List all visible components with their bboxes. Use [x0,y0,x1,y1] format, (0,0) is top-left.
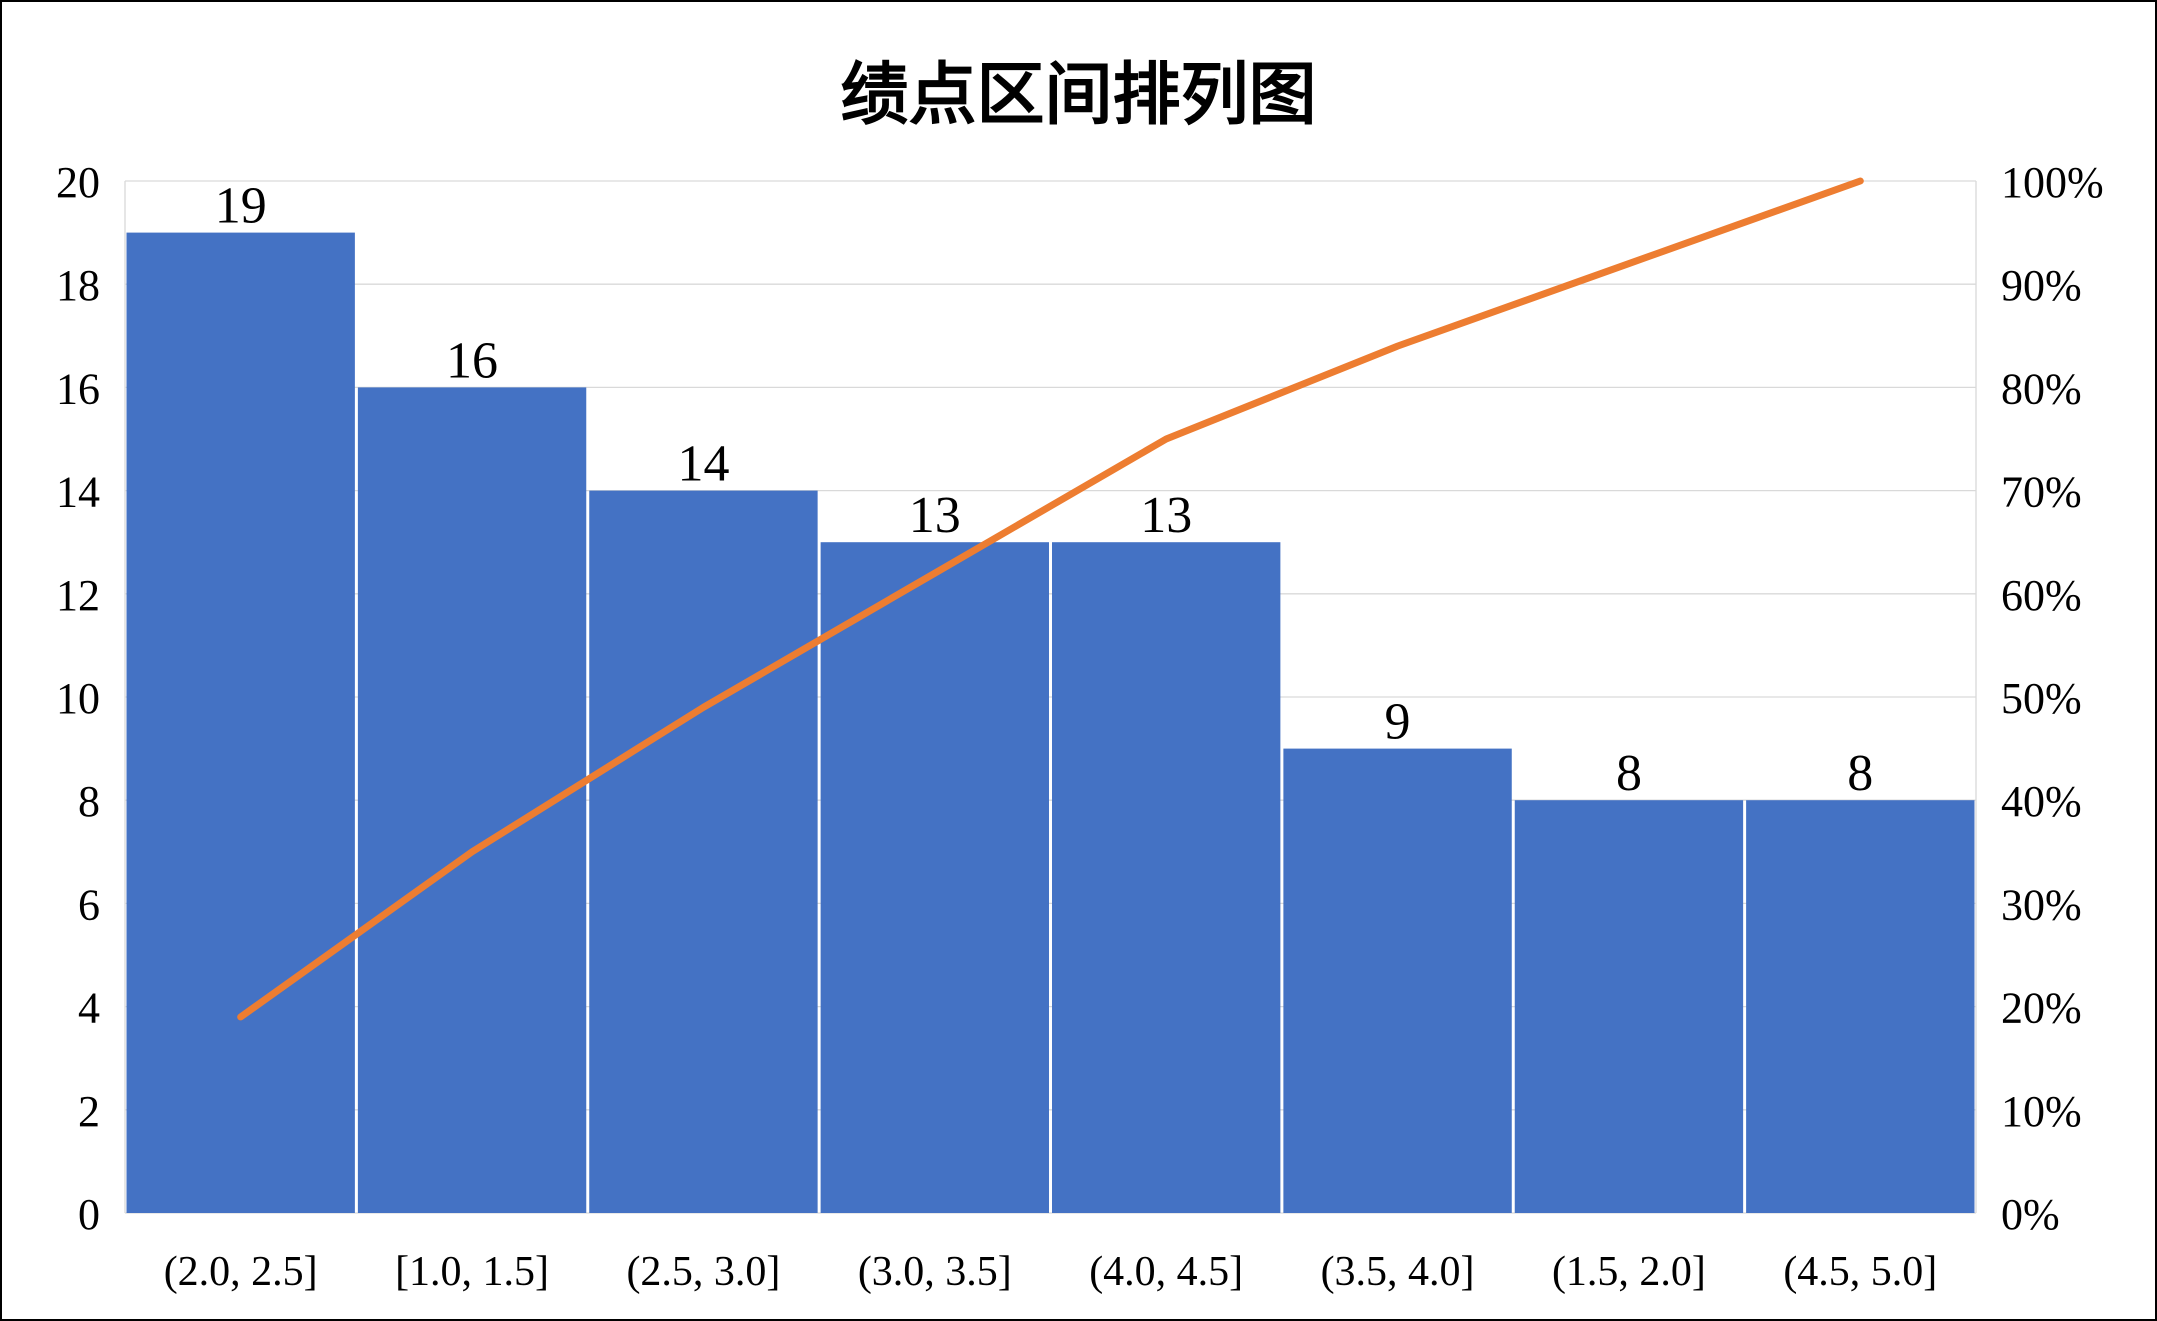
svg-text:60%: 60% [2001,571,2082,620]
svg-text:(2.5, 3.0]: (2.5, 3.0] [626,1249,780,1295]
svg-text:(4.0, 4.5]: (4.0, 4.5] [1089,1249,1243,1295]
svg-text:2: 2 [78,1087,100,1136]
svg-text:13: 13 [909,487,961,544]
svg-text:19: 19 [215,178,267,235]
svg-text:50%: 50% [2001,674,2082,723]
svg-text:10%: 10% [2001,1087,2082,1136]
svg-text:(4.5, 5.0]: (4.5, 5.0] [1783,1249,1937,1295]
svg-text:100%: 100% [2001,158,2104,207]
svg-text:16: 16 [56,364,100,413]
svg-text:80%: 80% [2001,364,2082,413]
svg-text:4: 4 [78,984,100,1033]
svg-text:(1.5, 2.0]: (1.5, 2.0] [1552,1249,1706,1295]
svg-text:16: 16 [446,332,498,389]
svg-text:(3.0, 3.5]: (3.0, 3.5] [858,1249,1012,1295]
svg-text:14: 14 [677,436,729,493]
svg-text:6: 6 [78,880,100,929]
svg-text:30%: 30% [2001,880,2082,929]
svg-text:10: 10 [56,674,100,723]
svg-text:14: 14 [56,468,100,517]
svg-text:20: 20 [56,158,100,207]
svg-text:13: 13 [1140,487,1192,544]
svg-text:0%: 0% [2001,1190,2060,1239]
svg-text:12: 12 [56,571,100,620]
svg-text:[1.0, 1.5]: [1.0, 1.5] [395,1249,549,1295]
svg-text:(3.5, 4.0]: (3.5, 4.0] [1321,1249,1475,1295]
svg-text:0: 0 [78,1190,100,1239]
svg-text:9: 9 [1385,694,1411,751]
svg-text:8: 8 [1616,745,1642,802]
svg-text:8: 8 [1847,745,1873,802]
svg-text:90%: 90% [2001,261,2082,310]
svg-text:40%: 40% [2001,777,2082,826]
svg-text:70%: 70% [2001,468,2082,517]
svg-text:8: 8 [78,777,100,826]
svg-text:20%: 20% [2001,984,2082,1033]
svg-text:(2.0, 2.5]: (2.0, 2.5] [164,1249,318,1295]
svg-text:18: 18 [56,261,100,310]
